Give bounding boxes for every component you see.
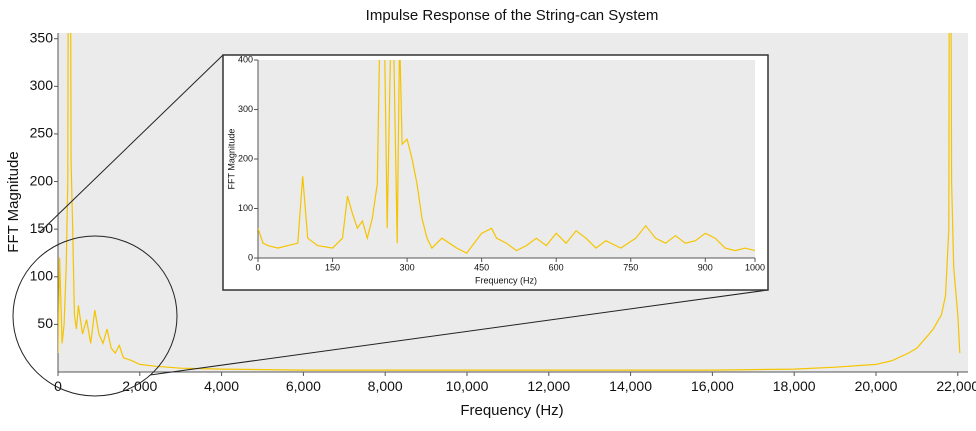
inset-plot: 0 150 300 450 600 750 900 1000 0 100 200 300 400: [238, 54, 765, 272]
x-tick-label: 600: [549, 262, 564, 272]
spectrum-line: [58, 33, 961, 371]
x-tick-label: 750: [623, 262, 638, 272]
y-tick-label: 300: [238, 104, 253, 114]
y-tick-label: 300: [30, 77, 54, 93]
inset-background: [258, 60, 755, 258]
x-tick-label: 8,000: [368, 378, 403, 394]
x-tick-label: 12,000: [527, 378, 570, 394]
y-tick-label: 350: [30, 29, 54, 45]
y-tick-label: 50: [37, 315, 53, 331]
zoom-circle: [12, 235, 178, 397]
x-tick-label: 150: [325, 262, 340, 272]
y-tick-label: 200: [238, 153, 253, 163]
y-tick-label: 400: [238, 54, 253, 64]
x-tick-label: 0: [54, 378, 62, 394]
chart-title: Impulse Response of the String-can Syste…: [366, 7, 659, 24]
x-tick-label: 900: [698, 262, 713, 272]
x-tick-label: 300: [400, 262, 415, 272]
x-tick-label: 4,000: [204, 378, 239, 394]
y-tick-label: 200: [30, 172, 54, 188]
x-tick-label: 16,000: [691, 378, 734, 394]
x-tick-label: 1000: [745, 262, 765, 272]
zoom-line: [149, 289, 769, 376]
zoom-line: [39, 54, 224, 233]
y-tick-label: 100: [30, 267, 54, 283]
y-tick-label: 250: [30, 125, 54, 141]
y-axis-label: FFT Magnitude: [5, 151, 22, 252]
x-tick-label: 22,000: [936, 378, 976, 394]
x-tick-label: 18,000: [773, 378, 816, 394]
x-tick-label: 10,000: [446, 378, 489, 394]
y-tick-label: 100: [238, 203, 253, 213]
y-tick-label: 0: [248, 252, 253, 262]
x-tick-label: 20,000: [855, 378, 898, 394]
x-tick-label: 2,000: [122, 378, 157, 394]
x-tick-label: 450: [474, 262, 489, 272]
x-tick-label: 14,000: [609, 378, 652, 394]
inset-x-label: Frequency (Hz): [475, 275, 537, 285]
y-tick-label: 150: [30, 220, 54, 236]
x-tick-label: 6,000: [286, 378, 321, 394]
inset-y-label: FFT Magnitude: [226, 129, 236, 190]
x-axis-label: Frequency (Hz): [460, 402, 563, 419]
x-tick-label: 0: [255, 262, 260, 272]
main-plot: 0 2,000 4,000 6,000 8,000 10,000 12,000 14,000 1…: [30, 29, 976, 394]
spectrum-line: [258, 60, 755, 254]
